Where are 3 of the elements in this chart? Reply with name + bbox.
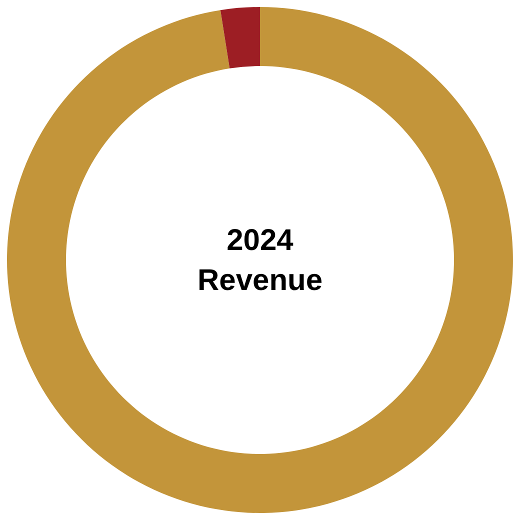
text: 2024 Revenue <box>197 224 323 297</box>
donut-slice <box>220 7 260 68</box>
donut-slice <box>7 7 513 513</box>
